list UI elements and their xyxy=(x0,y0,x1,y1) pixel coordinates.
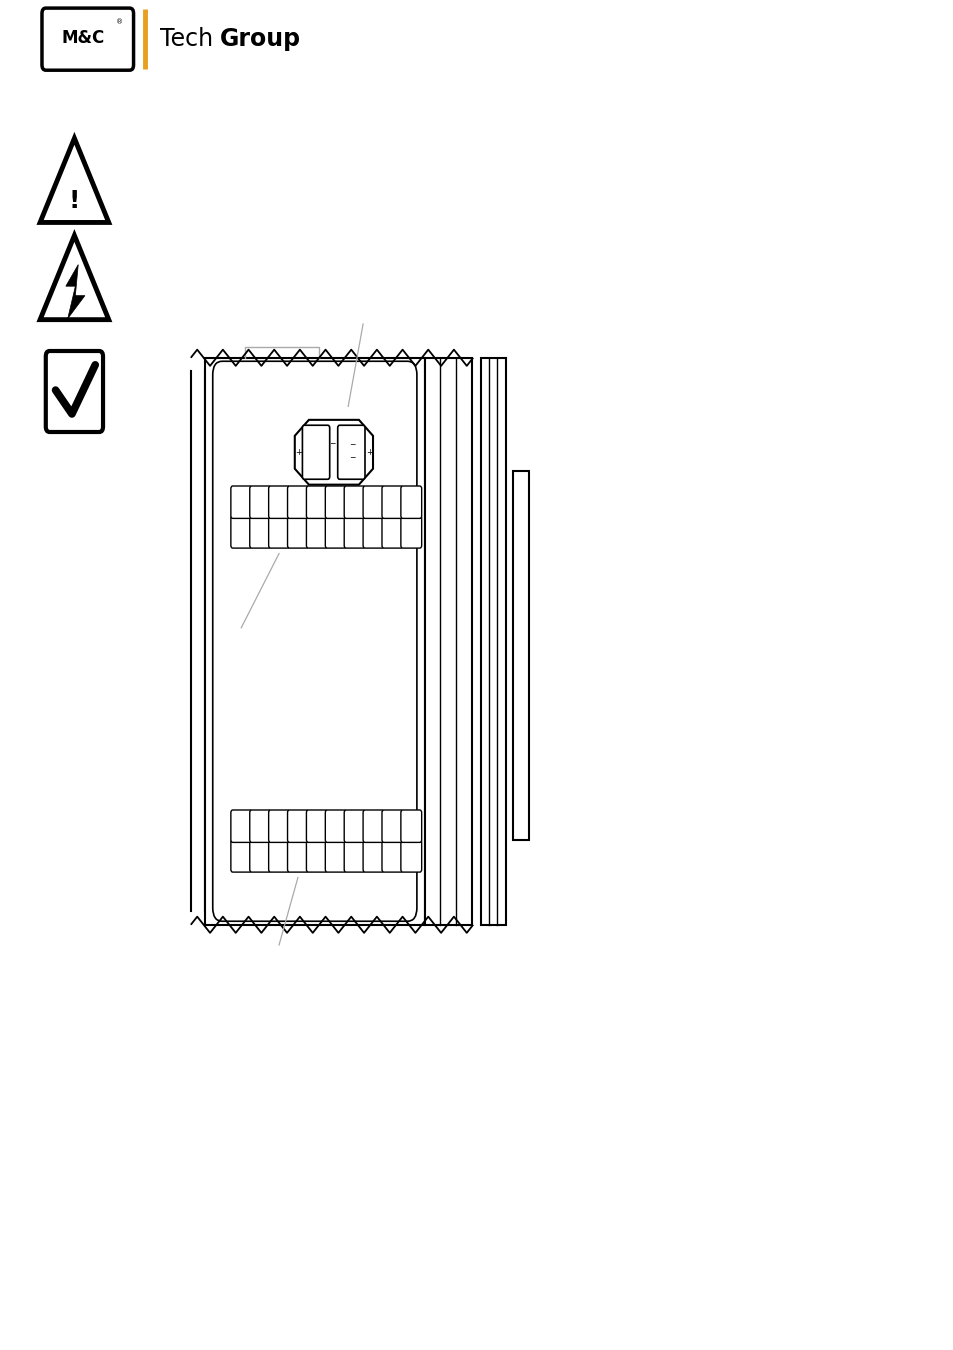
Text: !: ! xyxy=(69,189,80,213)
FancyBboxPatch shape xyxy=(46,351,103,432)
Polygon shape xyxy=(40,138,109,223)
FancyBboxPatch shape xyxy=(287,840,308,872)
FancyBboxPatch shape xyxy=(306,810,327,842)
FancyBboxPatch shape xyxy=(381,810,402,842)
FancyBboxPatch shape xyxy=(231,516,252,548)
FancyBboxPatch shape xyxy=(325,486,346,518)
FancyBboxPatch shape xyxy=(250,840,271,872)
FancyBboxPatch shape xyxy=(250,810,271,842)
FancyBboxPatch shape xyxy=(42,8,133,70)
FancyBboxPatch shape xyxy=(269,516,289,548)
FancyBboxPatch shape xyxy=(306,840,327,872)
Text: −: − xyxy=(329,439,335,448)
FancyBboxPatch shape xyxy=(287,810,308,842)
FancyBboxPatch shape xyxy=(287,486,308,518)
Text: −: − xyxy=(349,440,355,450)
FancyBboxPatch shape xyxy=(250,516,271,548)
FancyBboxPatch shape xyxy=(344,840,365,872)
FancyBboxPatch shape xyxy=(381,840,402,872)
FancyBboxPatch shape xyxy=(344,516,365,548)
Polygon shape xyxy=(66,265,85,319)
FancyBboxPatch shape xyxy=(306,486,327,518)
FancyBboxPatch shape xyxy=(306,516,327,548)
FancyBboxPatch shape xyxy=(400,840,421,872)
Text: −: − xyxy=(349,454,355,463)
FancyBboxPatch shape xyxy=(400,810,421,842)
Bar xyxy=(480,358,505,925)
FancyBboxPatch shape xyxy=(213,362,416,921)
FancyBboxPatch shape xyxy=(344,486,365,518)
FancyBboxPatch shape xyxy=(269,840,289,872)
Text: +: + xyxy=(365,448,373,456)
FancyBboxPatch shape xyxy=(269,486,289,518)
FancyBboxPatch shape xyxy=(231,810,252,842)
Polygon shape xyxy=(40,235,109,320)
FancyBboxPatch shape xyxy=(363,516,383,548)
FancyBboxPatch shape xyxy=(269,810,289,842)
FancyBboxPatch shape xyxy=(381,516,402,548)
Text: ®: ® xyxy=(116,20,123,26)
FancyBboxPatch shape xyxy=(363,810,383,842)
FancyBboxPatch shape xyxy=(231,486,252,518)
Text: +: + xyxy=(294,448,302,456)
FancyBboxPatch shape xyxy=(400,486,421,518)
Text: Group: Group xyxy=(219,27,300,51)
Polygon shape xyxy=(294,420,373,485)
FancyBboxPatch shape xyxy=(337,425,365,479)
FancyBboxPatch shape xyxy=(325,840,346,872)
Bar xyxy=(205,358,424,925)
FancyBboxPatch shape xyxy=(325,810,346,842)
Bar xyxy=(513,471,529,840)
FancyBboxPatch shape xyxy=(231,840,252,872)
Text: M&C: M&C xyxy=(62,30,105,47)
FancyBboxPatch shape xyxy=(363,840,383,872)
Bar xyxy=(424,358,472,925)
FancyBboxPatch shape xyxy=(287,516,308,548)
FancyBboxPatch shape xyxy=(363,486,383,518)
FancyBboxPatch shape xyxy=(400,516,421,548)
Text: Tech: Tech xyxy=(160,27,213,51)
FancyBboxPatch shape xyxy=(302,425,330,479)
FancyBboxPatch shape xyxy=(250,486,271,518)
FancyBboxPatch shape xyxy=(344,810,365,842)
FancyBboxPatch shape xyxy=(325,516,346,548)
FancyBboxPatch shape xyxy=(381,486,402,518)
